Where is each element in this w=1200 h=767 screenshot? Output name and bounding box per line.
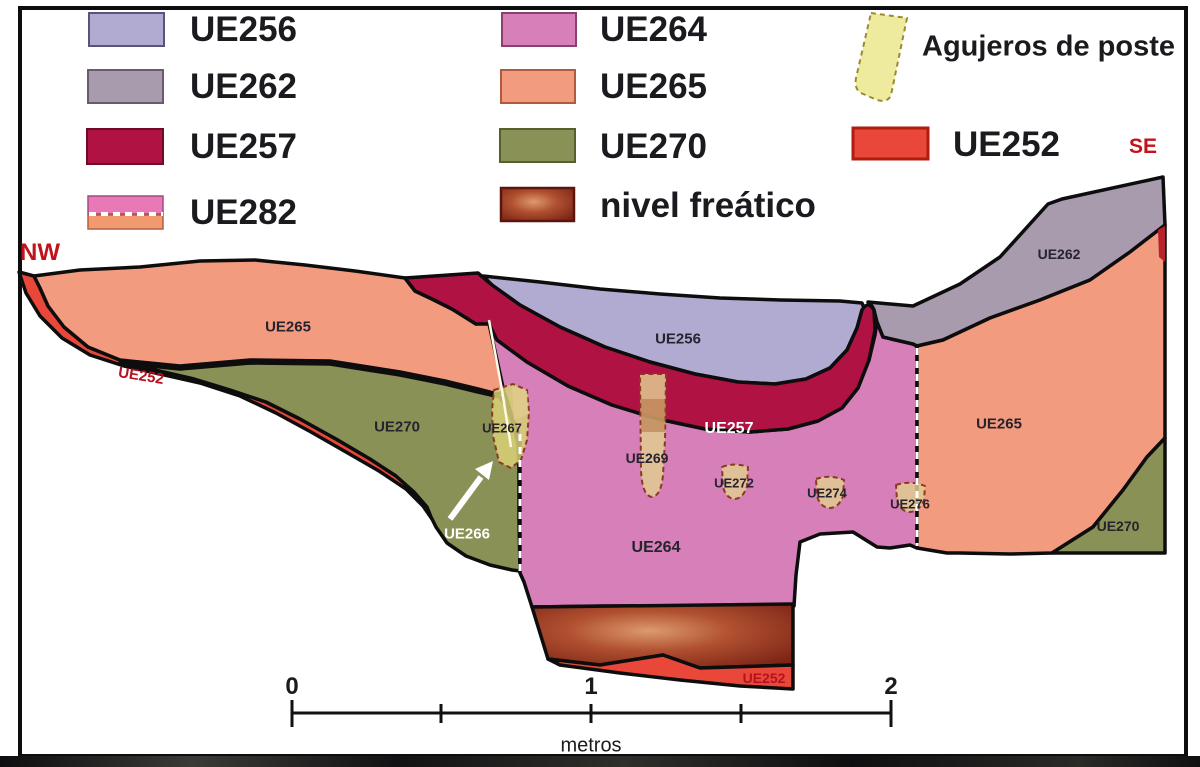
legend-label-ue265: UE265 bbox=[600, 67, 708, 106]
scale-unit: metros bbox=[560, 734, 622, 757]
region-ue252-bottom bbox=[546, 653, 795, 691]
label-ue266: UE266 bbox=[444, 525, 490, 543]
scale-tick-0: 0 bbox=[285, 673, 299, 700]
posthole-ue274 bbox=[815, 475, 845, 509]
swatch-ue265 bbox=[500, 69, 576, 104]
ue266-arrow bbox=[447, 461, 493, 521]
legend-label-nivel-freatico: nivel freático bbox=[600, 186, 816, 225]
region-ue270-left bbox=[118, 361, 522, 573]
label-ue265-right: UE265 bbox=[976, 415, 1022, 433]
label-ue267: UE267 bbox=[482, 420, 522, 436]
legend-swatches bbox=[86, 11, 930, 230]
posthole-ue272 bbox=[721, 463, 749, 500]
swatch-nivel-freatico bbox=[499, 186, 576, 223]
label-ue262-right: UE262 bbox=[1037, 246, 1081, 262]
legend-label-ue264: UE264 bbox=[600, 10, 708, 49]
swatch-ue282 bbox=[87, 195, 164, 230]
scale-bar bbox=[290, 700, 893, 727]
label-ue264: UE264 bbox=[631, 539, 681, 556]
direction-nw: NW bbox=[20, 239, 60, 266]
swatch-ue257 bbox=[86, 128, 164, 165]
legend-label-ue262: UE262 bbox=[190, 67, 298, 106]
region-ue252-sliver bbox=[1158, 226, 1165, 262]
scale-tick-1: 1 bbox=[584, 673, 598, 700]
swatch-ue270 bbox=[499, 128, 576, 163]
legend-label-ue252: UE252 bbox=[953, 125, 1061, 164]
label-ue257: UE257 bbox=[704, 420, 754, 437]
legend-label-ue282: UE282 bbox=[190, 193, 298, 232]
label-ue276: UE276 bbox=[890, 496, 930, 512]
label-ue270-right: UE270 bbox=[1096, 518, 1140, 534]
label-ue265-left: UE265 bbox=[265, 318, 311, 336]
label-ue256: UE256 bbox=[655, 330, 701, 348]
region-ue270-right bbox=[1050, 436, 1167, 555]
posthole-ue267-tan bbox=[512, 386, 528, 420]
legend-label-ue270: UE270 bbox=[600, 127, 708, 166]
region-ue257 bbox=[403, 271, 877, 434]
label-ue272: UE272 bbox=[714, 475, 754, 491]
label-ue252-bottom: UE252 bbox=[742, 670, 786, 686]
label-ue274: UE274 bbox=[807, 485, 847, 501]
swatch-ue262 bbox=[87, 69, 164, 104]
posthole-ue269-overlap bbox=[641, 399, 665, 432]
swatch-ue252 bbox=[851, 126, 930, 161]
scale-tick-2: 2 bbox=[884, 673, 898, 700]
legend-label-agujeros: Agujeros de poste bbox=[922, 30, 1175, 63]
legend-label-ue257: UE257 bbox=[190, 127, 298, 166]
posthole-ue269 bbox=[639, 373, 667, 498]
bottom-video-strip bbox=[0, 756, 1200, 767]
swatch-ue264 bbox=[501, 12, 577, 47]
label-ue269: UE269 bbox=[625, 450, 669, 466]
label-ue270-left: UE270 bbox=[374, 418, 420, 436]
swatch-ue256 bbox=[88, 12, 165, 47]
white-boundary-line bbox=[487, 319, 513, 448]
swatch-agujeros-de-poste bbox=[854, 11, 909, 102]
legend-label-ue256: UE256 bbox=[190, 10, 298, 49]
direction-se: SE bbox=[1128, 135, 1158, 158]
